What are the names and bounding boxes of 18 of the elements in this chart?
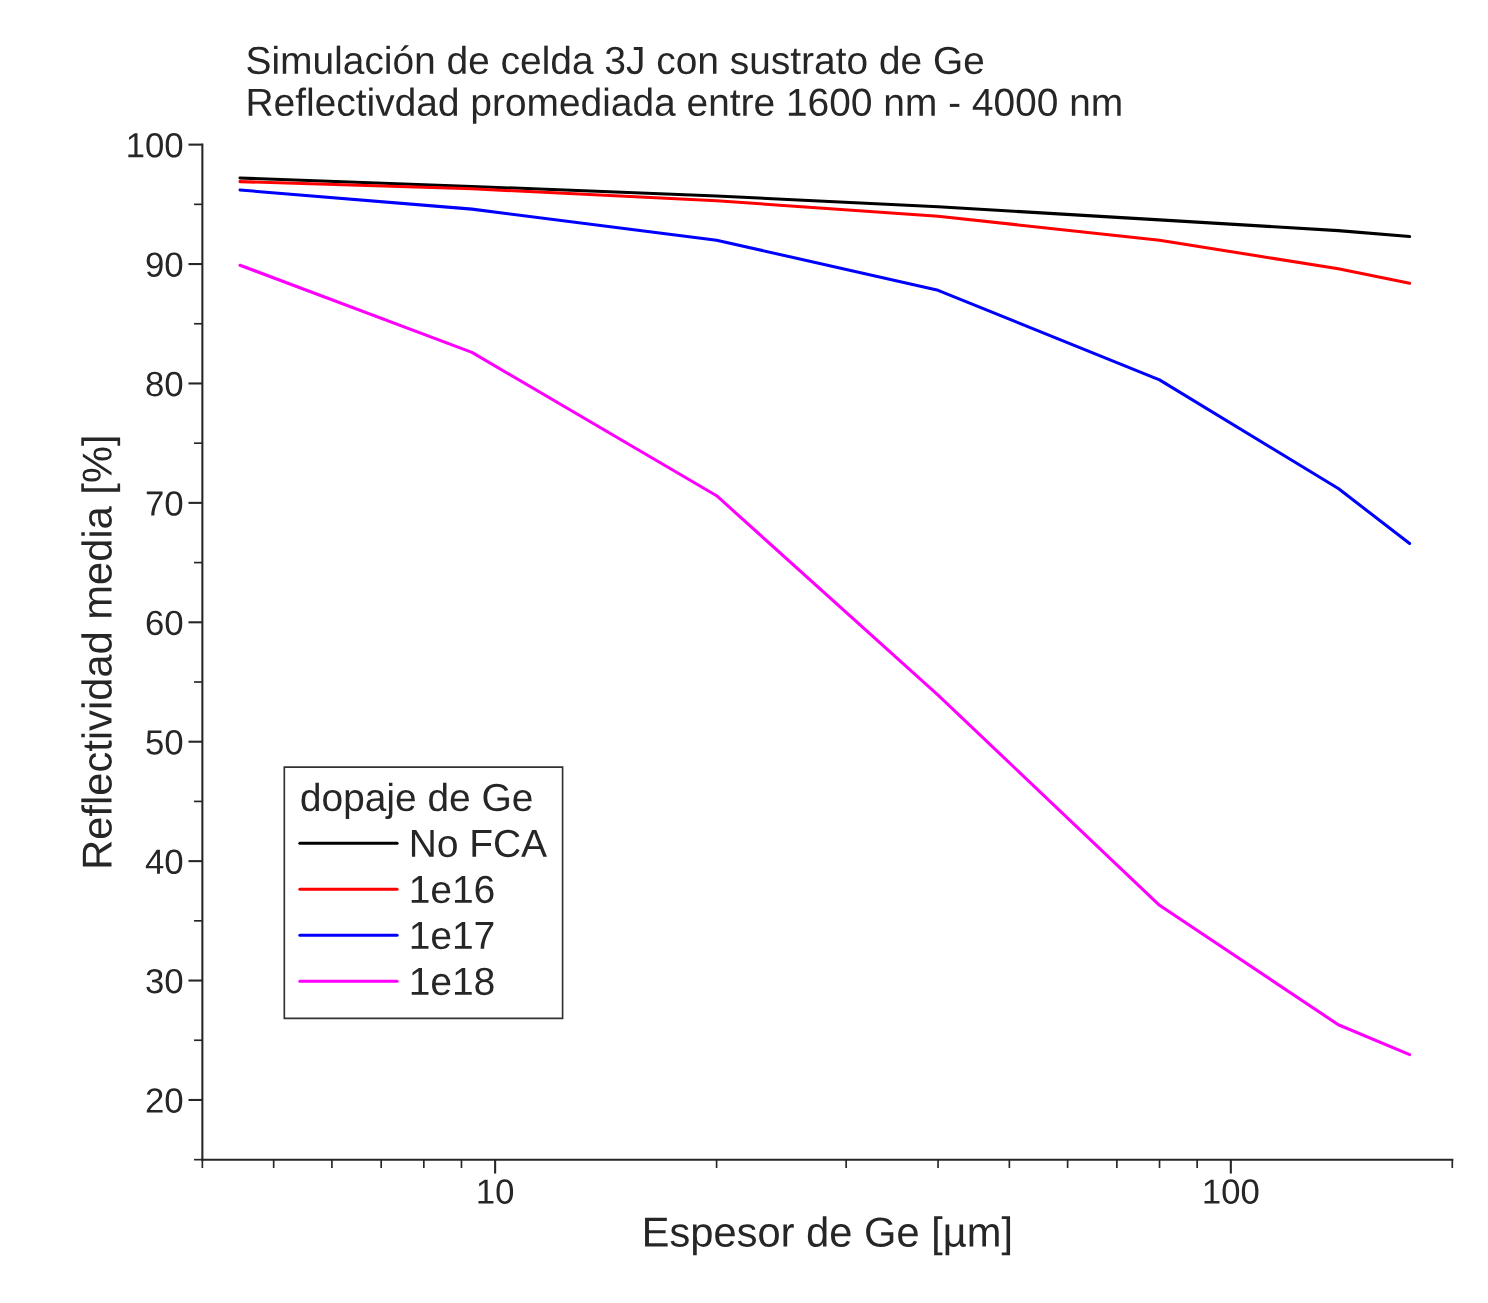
y-tick-label: 70 xyxy=(146,491,183,516)
y-tick-label: 80 xyxy=(146,371,183,397)
legend-title: dopaje de Ge xyxy=(301,782,532,819)
x-axis-title: Espesor de Ge [µm] xyxy=(645,1216,1011,1256)
y-tick-label: 30 xyxy=(146,968,183,994)
legend-label: 1e16 xyxy=(411,875,494,904)
legend-label: 1e18 xyxy=(411,967,494,996)
y-axis-title: Reflectividad media [%] xyxy=(81,437,121,867)
legend-label: 1e17 xyxy=(411,922,494,950)
y-tick-label: 90 xyxy=(146,252,183,277)
legend-label: No FCA xyxy=(411,829,547,858)
y-tick-label: 60 xyxy=(146,610,183,636)
x-tick-label: 10 xyxy=(478,1179,514,1204)
y-tick-label: 40 xyxy=(145,849,183,875)
y-tick-label: 100 xyxy=(128,132,183,158)
y-tick-label: 20 xyxy=(146,1088,183,1113)
chart-title: Simulación de celda 3J con sustrato de Ge Reflectivdad promediada entre 1600 nm - 4000 nm xyxy=(247,45,1121,124)
y-tick-label: 50 xyxy=(146,730,183,755)
